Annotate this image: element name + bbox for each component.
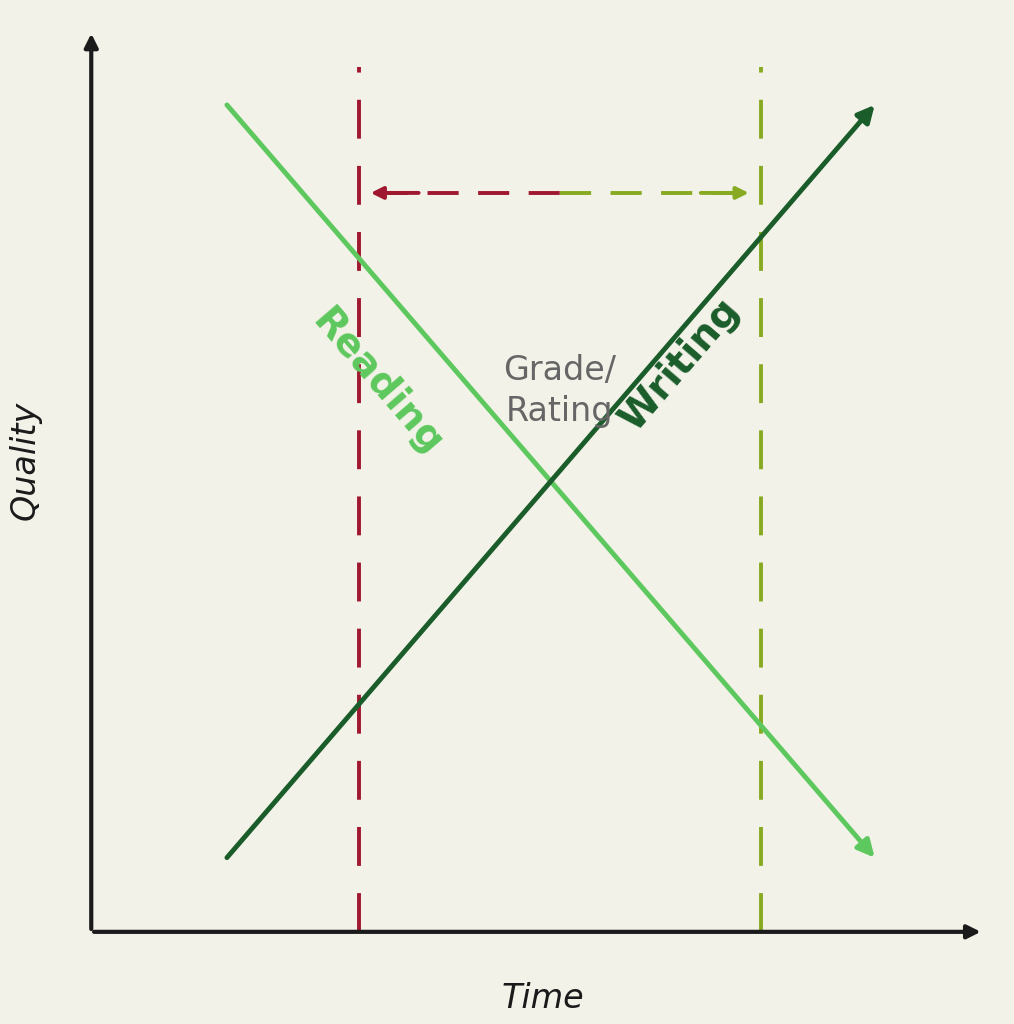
Text: Quality: Quality — [9, 401, 42, 520]
Text: Time: Time — [501, 982, 584, 1015]
Text: Writing: Writing — [613, 291, 747, 438]
Text: Reading: Reading — [304, 302, 449, 463]
Text: Grade/
Rating: Grade/ Rating — [503, 354, 617, 428]
